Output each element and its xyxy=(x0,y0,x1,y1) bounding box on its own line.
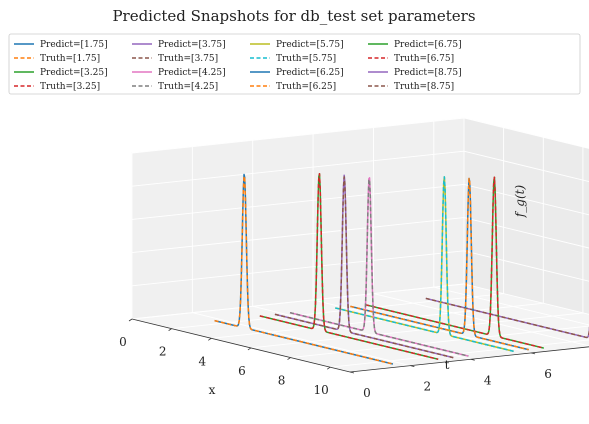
x-axis-label: x xyxy=(209,383,216,397)
x-tick xyxy=(168,328,172,331)
series-line xyxy=(259,172,439,360)
chart-title: Predicted Snapshots for db_test set para… xyxy=(112,7,475,25)
x-tick-label: 4 xyxy=(198,354,206,368)
legend-entry: Truth=[3.75] xyxy=(158,54,218,64)
legend-entry: Truth=[1.75] xyxy=(40,54,100,64)
legend-entry: Predict=[6.25] xyxy=(276,68,344,78)
x-tick xyxy=(128,318,133,322)
axes-panes xyxy=(131,117,589,373)
plot-area xyxy=(214,172,589,365)
x-tick xyxy=(326,366,331,370)
legend-entry: Predict=[5.75] xyxy=(276,40,344,50)
x-tick-label: 2 xyxy=(159,345,167,359)
axes-lines xyxy=(131,318,589,373)
y-tick xyxy=(410,365,415,368)
series-line xyxy=(289,178,469,357)
legend-entry: Predict=[8.75] xyxy=(394,68,462,78)
y-axis-line xyxy=(349,346,589,373)
legend: Predict=[1.75] Truth=[1.75] Predict=[3.25]… xyxy=(8,33,581,95)
x-tick xyxy=(287,357,291,360)
x-tick xyxy=(247,347,252,351)
x-axis-line xyxy=(131,318,351,373)
series-line xyxy=(214,175,394,365)
y-tick-label: 4 xyxy=(484,373,492,387)
grid-line xyxy=(131,117,589,154)
legend-entry: Truth=[8.75] xyxy=(394,82,454,92)
y-tick-label: 6 xyxy=(544,367,552,381)
legend-entry: Predict=[4.25] xyxy=(158,68,226,78)
x-tick-label: 6 xyxy=(238,364,246,378)
legend-entry: Predict=[3.75] xyxy=(158,40,226,50)
legend-entry: Truth=[6.25] xyxy=(276,82,336,92)
z-axis-label: f_g(t) xyxy=(513,185,527,219)
grid-line xyxy=(290,325,589,358)
legend-entry: Predict=[1.75] xyxy=(40,40,108,50)
legend-entry: Truth=[5.75] xyxy=(276,54,336,64)
x-tick-label: 8 xyxy=(278,374,286,388)
grid-line xyxy=(131,250,589,287)
y-tick xyxy=(470,358,475,361)
series-line xyxy=(365,176,544,349)
axes-ticks: 024681002468100.00.20.40.60.81.0 xyxy=(119,318,552,400)
y-tick xyxy=(530,352,536,355)
series-line xyxy=(425,297,589,339)
legend-entry: Predict=[3.25] xyxy=(40,68,108,78)
legend-entry: Truth=[6.75] xyxy=(394,54,454,64)
legend-entry: Predict=[6.75] xyxy=(394,40,462,50)
legend-entry: Truth=[4.25] xyxy=(158,82,218,92)
x-tick-label: 10 xyxy=(314,383,329,397)
y-tick-label: 2 xyxy=(424,380,432,394)
legend-entry: Truth=[3.25] xyxy=(40,82,100,92)
y-tick-label: 0 xyxy=(363,386,371,400)
x-tick-label: 0 xyxy=(119,335,127,349)
x-tick xyxy=(208,337,212,341)
grid-line xyxy=(131,283,589,320)
series-line xyxy=(335,176,514,353)
y-tick xyxy=(349,371,355,374)
grid-line xyxy=(131,150,589,187)
legend-frame xyxy=(8,33,581,95)
grid-line xyxy=(330,339,589,368)
series-line xyxy=(274,176,454,359)
y-axis-label: t xyxy=(445,358,450,372)
